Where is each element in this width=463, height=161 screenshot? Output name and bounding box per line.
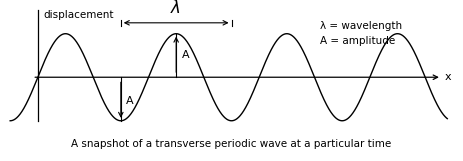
Text: λ = wavelength: λ = wavelength bbox=[320, 21, 402, 31]
Text: A: A bbox=[181, 50, 189, 61]
Text: A: A bbox=[126, 96, 134, 106]
Text: A = amplitude: A = amplitude bbox=[320, 36, 395, 46]
Text: displacement: displacement bbox=[44, 10, 114, 20]
Text: x: x bbox=[444, 72, 451, 82]
Text: λ: λ bbox=[171, 0, 181, 17]
Text: A snapshot of a transverse periodic wave at a particular time: A snapshot of a transverse periodic wave… bbox=[71, 139, 392, 149]
